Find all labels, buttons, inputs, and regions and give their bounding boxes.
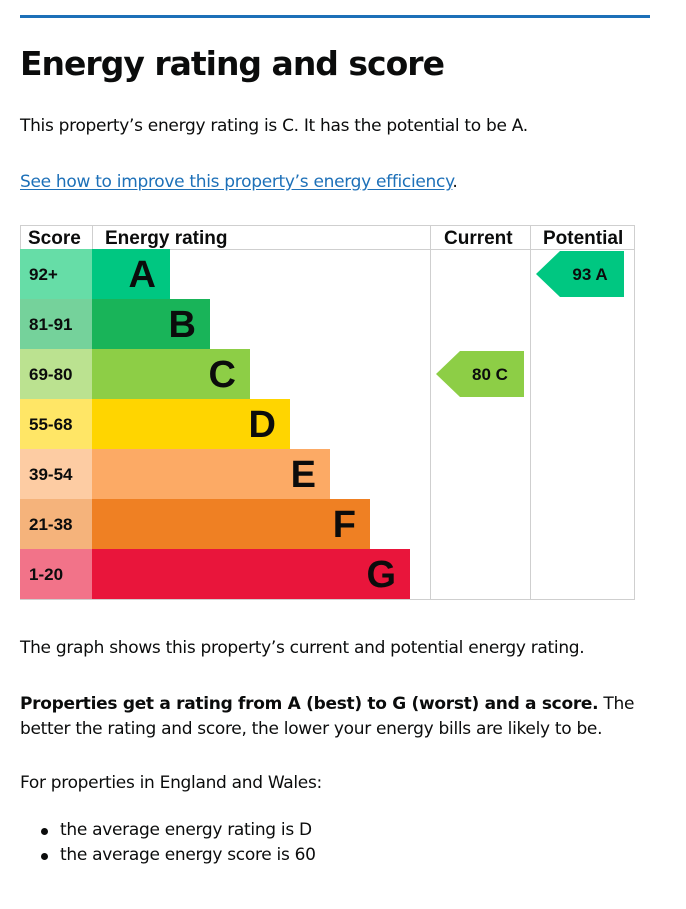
rating-explainer: Properties get a rating from A (best) to… (20, 692, 660, 742)
rating-explainer-bold: Properties get a rating from A (best) to… (20, 694, 599, 714)
list-item: the average energy rating is D (20, 818, 316, 843)
rating-letter: C (209, 354, 236, 396)
rating-bar (92, 499, 370, 549)
rating-intro: This property’s energy rating is C. It h… (20, 116, 528, 136)
improve-efficiency-link[interactable]: See how to improve this property’s energ… (20, 172, 453, 192)
top-rule (20, 15, 650, 18)
rating-bar (92, 299, 210, 349)
score-cell (20, 499, 92, 549)
score-range-label: 69-80 (29, 365, 72, 384)
score-range-label: 21-38 (29, 515, 72, 534)
graph-explainer: The graph shows this property’s current … (20, 638, 585, 658)
score-cell (20, 549, 92, 599)
score-range-label: 81-91 (29, 315, 72, 334)
improve-link-suffix: . (452, 172, 458, 192)
potential-rating-marker (536, 251, 624, 297)
rating-bands: 92+ A 81-91 B 69-80 C 55-68 D 39-54 E 21-38 F 1-20 G (20, 249, 410, 599)
score-cell (20, 399, 92, 449)
page-title: Energy rating and score (20, 44, 445, 83)
rating-letter: E (291, 454, 316, 496)
average-ratings-list: the average energy rating is D the avera… (20, 818, 316, 868)
rating-bar (92, 399, 290, 449)
current-rating-marker-label: 80 C (472, 365, 508, 384)
rating-letter: F (333, 504, 356, 546)
potential-header: Potential (543, 228, 623, 249)
score-header: Score (28, 228, 81, 249)
rating-bar (92, 249, 170, 299)
energy-rating-chart: 92+ A81-91 B69-80 C55-68 D39-54 E21-38 F1-20 G … (20, 225, 635, 600)
rating-bar (92, 349, 250, 399)
score-cell (20, 249, 92, 299)
score-range-label: 55-68 (29, 415, 72, 434)
potential-rating-marker-label: 93 A (572, 265, 607, 284)
score-range-label: 1-20 (29, 565, 63, 584)
score-cell (20, 299, 92, 349)
chart-headers: Score Energy rating Current Potential (28, 228, 623, 249)
score-cell (20, 449, 92, 499)
rating-bar (92, 449, 330, 499)
region-intro: For properties in England and Wales: (20, 773, 322, 793)
rating-markers: 80 C 93 A (436, 251, 624, 397)
score-range-label: 92+ (29, 265, 58, 284)
rating-explainer-rest: The better the rating and score, the low… (20, 694, 635, 739)
score-range-label: 39-54 (29, 465, 73, 484)
rating-letter: A (129, 254, 156, 296)
current-header: Current (444, 228, 513, 249)
improve-link-paragraph: See how to improve this property’s energ… (20, 170, 650, 195)
energy-rating-header: Energy rating (105, 228, 227, 249)
current-rating-marker (436, 351, 524, 397)
list-item: the average energy score is 60 (20, 843, 316, 868)
rating-bar (92, 549, 410, 599)
score-cell (20, 349, 92, 399)
rating-letter: B (169, 304, 196, 346)
rating-letter: G (366, 554, 396, 596)
rating-letter: D (249, 404, 276, 446)
